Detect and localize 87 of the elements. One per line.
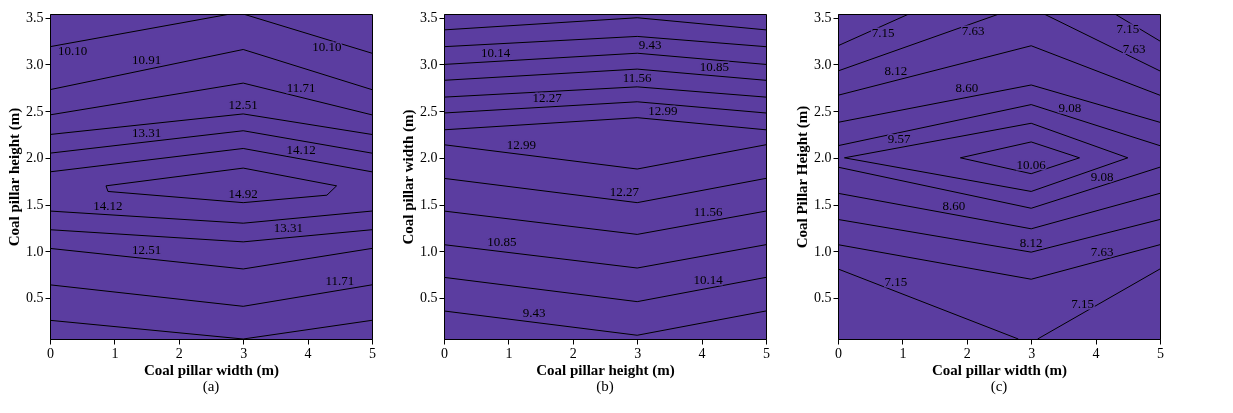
- annotation: 11.56: [622, 69, 653, 85]
- annotation: 8.12: [884, 63, 908, 79]
- annotation: 13.31: [273, 220, 303, 236]
- annotation: 10.91: [131, 52, 162, 68]
- x-tick-label: 5: [369, 345, 376, 361]
- annotation: 7.63: [1090, 243, 1114, 259]
- x-tick-label: 3: [240, 345, 248, 361]
- y-tick-label: 3.5: [814, 10, 832, 26]
- y-tick-label: 0.5: [26, 290, 44, 306]
- y-tick-label: 3.0: [26, 56, 44, 72]
- x-tick-label: 0: [441, 345, 448, 361]
- annotation: 9.43: [638, 37, 662, 53]
- x-tick-label: 3: [1028, 345, 1036, 361]
- text: (c): [990, 378, 1008, 395]
- x-tick-label: 2: [175, 345, 183, 361]
- y-tick-label: 3.5: [420, 10, 438, 26]
- y-axis-title: Coal Pillar Height (m): [794, 105, 811, 249]
- annotation: 10.14: [480, 44, 511, 60]
- y-tick-label: 1.5: [420, 197, 438, 213]
- x-tick-label: 1: [899, 345, 907, 361]
- annotation: 10.10: [312, 39, 342, 55]
- annotation: 12.27: [532, 90, 563, 106]
- annotation: 7.63: [961, 23, 985, 39]
- x-tick-label: 5: [763, 345, 770, 361]
- y-axis-title: Coal pillar width (m): [400, 109, 417, 245]
- x-tick-label: 0: [835, 345, 842, 361]
- y-tick-label: 2.5: [26, 103, 44, 119]
- annotation: 11.71: [286, 80, 316, 96]
- y-tick-label: 2.5: [814, 103, 832, 119]
- x-tick-label: 1: [505, 345, 513, 361]
- annotation: 12.51: [131, 241, 162, 257]
- y-tick-label: 2.5: [420, 103, 438, 119]
- text: (a): [202, 378, 220, 395]
- annotation: 7.63: [1122, 40, 1146, 56]
- y-tick-label: 1.0: [26, 243, 44, 259]
- annotation: 14.92: [228, 185, 258, 201]
- annotation: 8.60: [955, 80, 979, 96]
- annotation: 10.85: [487, 234, 517, 250]
- annotation: 12.99: [506, 137, 536, 153]
- x-axis-title: Coal pillar width (m): [931, 361, 1068, 379]
- y-tick-label: 1.5: [26, 197, 44, 213]
- annotation: 8.12: [1019, 235, 1043, 251]
- annotation: 14.12: [286, 141, 316, 157]
- annotation: 11.71: [325, 273, 355, 289]
- y-tick-label: 1.0: [814, 243, 832, 259]
- x-tick-label: 4: [698, 345, 706, 361]
- annotation: 7.15: [884, 274, 908, 290]
- annotation: 12.27: [609, 183, 640, 199]
- y-tick-label: 2.0: [814, 150, 832, 166]
- annotation: 7.15: [1116, 21, 1140, 37]
- annotation: 8.60: [942, 197, 966, 213]
- x-tick-label: 1: [111, 345, 119, 361]
- x-tick-label: 5: [1157, 345, 1164, 361]
- y-axis-title: Coal pillar height (m): [6, 107, 23, 247]
- x-tick-label: 4: [1092, 345, 1100, 361]
- annotation: 7.15: [871, 25, 895, 41]
- y-tick-label: 3.0: [420, 56, 438, 72]
- x-tick-label: 2: [963, 345, 971, 361]
- annotation: 12.99: [648, 103, 678, 119]
- y-tick-label: 2.0: [26, 150, 44, 166]
- annotation: 12.51: [228, 96, 258, 112]
- annotation: 9.08: [1058, 99, 1082, 115]
- annotation: 9.43: [522, 305, 546, 321]
- annotation: 13.31: [131, 124, 162, 140]
- x-axis-title: Coal pillar width (m): [143, 361, 280, 379]
- annotation: 10.85: [699, 58, 730, 74]
- x-axis-title: Coal pillar height (m): [536, 361, 675, 379]
- y-tick-label: 1.5: [814, 197, 832, 213]
- annotation: 7.15: [1071, 295, 1095, 311]
- annotation: 11.56: [693, 204, 723, 220]
- x-tick-label: 3: [634, 345, 642, 361]
- text: (b): [596, 378, 614, 395]
- y-tick-label: 3.0: [814, 56, 832, 72]
- y-tick-label: 2.0: [420, 150, 438, 166]
- annotation: 9.08: [1090, 168, 1114, 184]
- y-tick-label: 0.5: [814, 290, 832, 306]
- annotation: 10.06: [1016, 156, 1047, 172]
- y-tick-label: 0.5: [420, 290, 438, 306]
- annotation: 9.57: [887, 130, 912, 146]
- x-tick-label: 0: [47, 345, 54, 361]
- annotation: 10.10: [57, 42, 88, 58]
- x-tick-label: 2: [569, 345, 577, 361]
- x-tick-label: 4: [304, 345, 312, 361]
- y-tick-label: 3.5: [26, 10, 44, 26]
- annotation: 14.12: [93, 197, 123, 213]
- y-tick-label: 1.0: [420, 243, 438, 259]
- annotation: 10.14: [693, 271, 724, 287]
